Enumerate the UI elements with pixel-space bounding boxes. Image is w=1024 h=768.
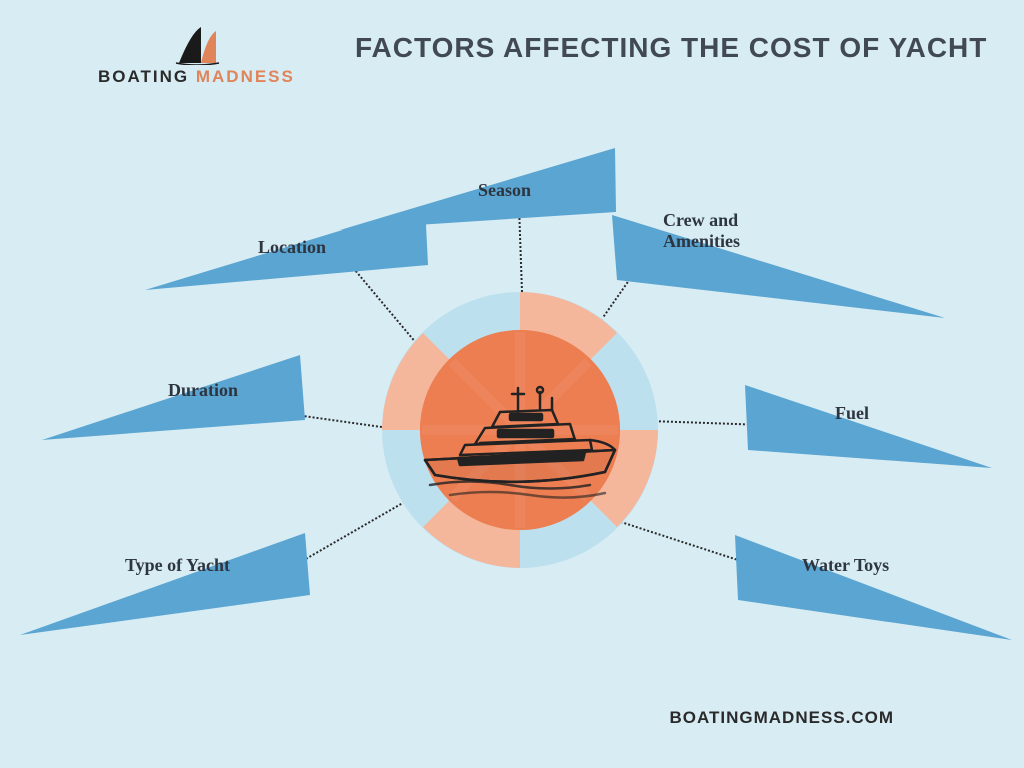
connector-season xyxy=(518,206,523,296)
factor-label-type: Type of Yacht xyxy=(125,555,230,576)
logo-word-1: BOATING xyxy=(98,67,189,86)
factor-label-location: Location xyxy=(258,237,326,258)
center-emblem xyxy=(380,290,660,570)
factor-label-watertoys: Water Toys xyxy=(802,555,889,576)
logo-word-2: MADNESS xyxy=(189,67,295,86)
connector-duration xyxy=(282,412,386,429)
factor-triangle-fuel xyxy=(745,385,992,468)
logo-fin-icon xyxy=(171,25,221,65)
factor-label-crew: Crew and Amenities xyxy=(663,210,740,251)
factor-triangle-watertoys xyxy=(735,535,1012,640)
brand-logo: BOATING MADNESS xyxy=(98,25,295,87)
factor-triangle-type xyxy=(20,533,310,635)
factor-label-season: Season xyxy=(478,180,531,201)
logo-text: BOATING MADNESS xyxy=(98,67,295,87)
factor-triangle-crew xyxy=(612,215,945,318)
factor-label-duration: Duration xyxy=(168,380,238,401)
page-title: Factors Affecting the Cost of Yacht xyxy=(355,30,987,65)
footer-url: BOATINGMADNESS.COM xyxy=(669,708,894,728)
factor-label-fuel: Fuel xyxy=(835,403,869,424)
connector-fuel xyxy=(650,420,765,426)
